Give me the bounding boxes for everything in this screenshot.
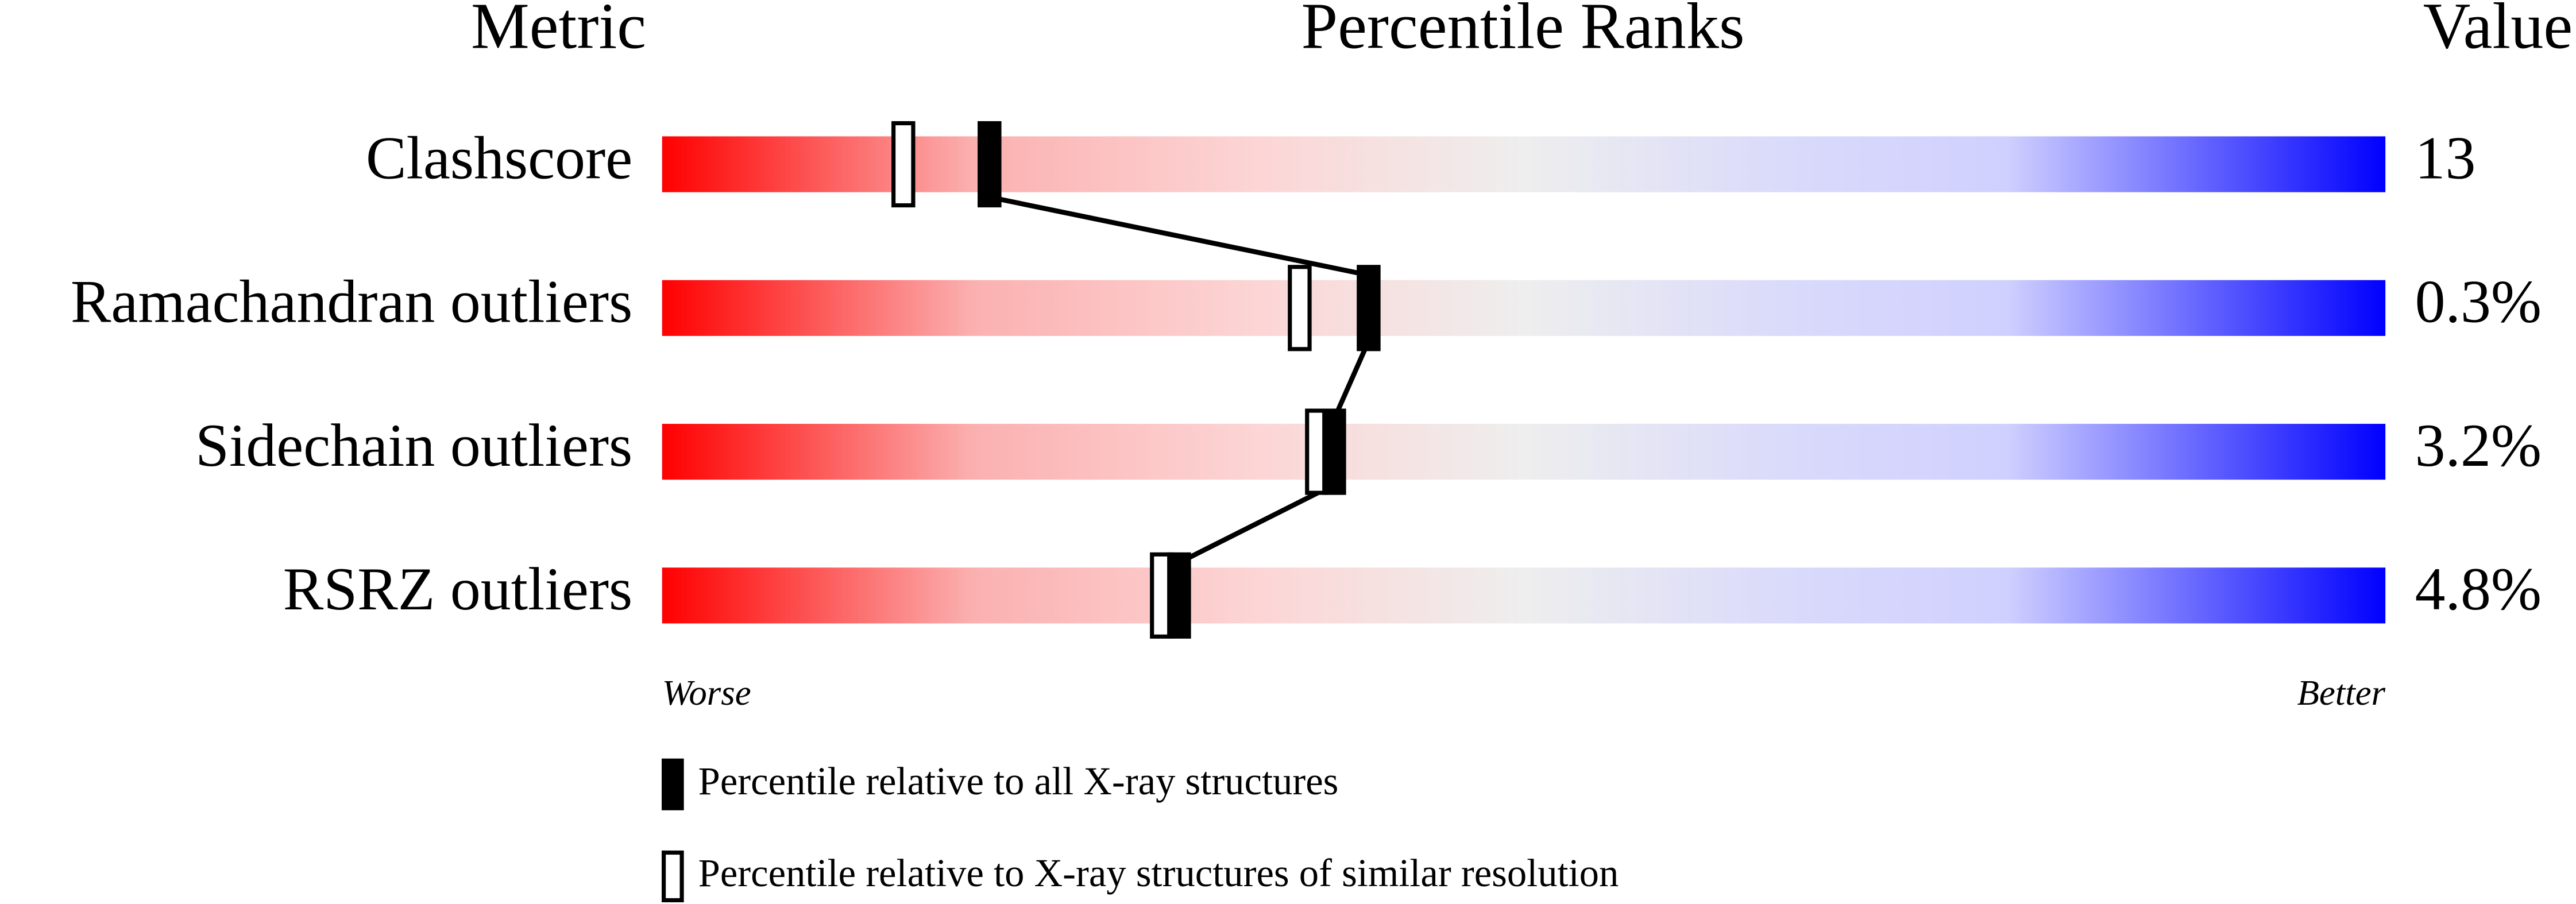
filled-marker: [978, 121, 1002, 208]
metric-label: RSRZ outliers: [283, 555, 632, 623]
header: Value: [2423, 0, 2573, 62]
legend-label: Percentile relative to X-ray structures …: [698, 851, 1619, 895]
metric-label: Ramachandran outliers: [71, 268, 632, 335]
x-axis-label: Better: [2297, 673, 2385, 713]
metric-value: 3.2%: [2415, 412, 2542, 479]
legend-swatch: [662, 758, 684, 810]
metric-label: Sidechain outliers: [195, 412, 632, 479]
slider-bar: [662, 280, 2386, 336]
metric-value: 13: [2415, 124, 2476, 191]
header: Percentile Ranks: [1301, 0, 1745, 62]
connector-line: [988, 195, 1372, 565]
filled-marker: [1167, 552, 1191, 639]
open-marker: [891, 121, 916, 208]
filled-marker: [1322, 408, 1346, 495]
slider-bar: [662, 423, 2386, 480]
x-axis-label: Worse: [662, 673, 751, 713]
header: Metric: [471, 0, 646, 62]
open-marker: [1288, 265, 1312, 351]
metric-label: Clashscore: [366, 124, 632, 191]
metric-value: 4.8%: [2415, 555, 2542, 623]
legend-swatch: [662, 850, 684, 902]
slider-bar: [662, 567, 2386, 624]
filled-marker: [1357, 265, 1381, 351]
slider-bar: [662, 136, 2386, 192]
metric-value: 0.3%: [2415, 268, 2542, 335]
legend-label: Percentile relative to all X-ray structu…: [698, 759, 1339, 803]
